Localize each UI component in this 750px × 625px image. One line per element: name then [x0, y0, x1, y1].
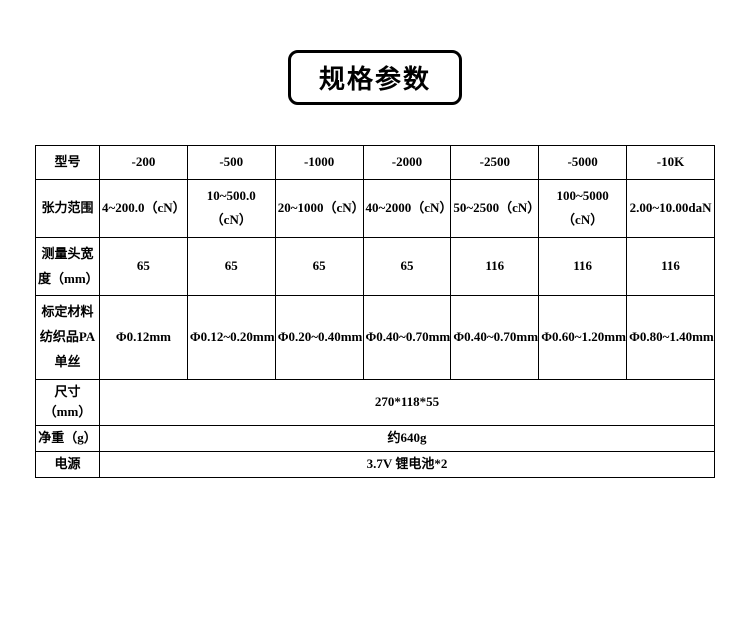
cell-hw-5: 116 [539, 238, 627, 296]
cell-mat-0: Φ0.12mm [100, 296, 188, 379]
cell-range-0: 4~200.0（cN） [100, 179, 188, 237]
cell-mat-5: Φ0.60~1.20mm [539, 296, 627, 379]
cell-weight: 约640g [100, 426, 715, 452]
cell-model-5: -5000 [539, 146, 627, 180]
cell-range-3: 40~2000（cN） [363, 179, 451, 237]
hdr-material: 标定材料 纺织品PA 单丝 [36, 296, 100, 379]
cell-mat-2: Φ0.20~0.40mm [275, 296, 363, 379]
row-headwidth: 测量头宽度（mm） 65 65 65 65 116 116 116 [36, 238, 715, 296]
cell-hw-6: 116 [627, 238, 715, 296]
hdr-range: 张力范围 [36, 179, 100, 237]
hdr-size: 尺寸（mm） [36, 379, 100, 426]
hdr-headwidth: 测量头宽度（mm） [36, 238, 100, 296]
row-power: 电源 3.7V 锂电池*2 [36, 451, 715, 477]
cell-mat-4: Φ0.40~0.70mm [451, 296, 539, 379]
page-title: 规格参数 [319, 65, 431, 94]
cell-hw-3: 65 [363, 238, 451, 296]
cell-range-2: 20~1000（cN） [275, 179, 363, 237]
cell-hw-4: 116 [451, 238, 539, 296]
row-material: 标定材料 纺织品PA 单丝 Φ0.12mm Φ0.12~0.20mm Φ0.20… [36, 296, 715, 379]
cell-model-3: -2000 [363, 146, 451, 180]
row-model: 型号 -200 -500 -1000 -2000 -2500 -5000 -10… [36, 146, 715, 180]
cell-hw-2: 65 [275, 238, 363, 296]
row-weight: 净重（g） 约640g [36, 426, 715, 452]
spec-table: 型号 -200 -500 -1000 -2000 -2500 -5000 -10… [35, 145, 715, 478]
cell-model-4: -2500 [451, 146, 539, 180]
cell-hw-0: 65 [100, 238, 188, 296]
cell-mat-3: Φ0.40~0.70mm [363, 296, 451, 379]
cell-range-4: 50~2500（cN） [451, 179, 539, 237]
hdr-power: 电源 [36, 451, 100, 477]
cell-model-2: -1000 [275, 146, 363, 180]
row-range: 张力范围 4~200.0（cN） 10~500.0（cN） 20~1000（cN… [36, 179, 715, 237]
cell-mat-6: Φ0.80~1.40mm [627, 296, 715, 379]
spec-page: 规格参数 型号 -200 -500 -1000 -2000 -2500 -500… [0, 0, 750, 498]
cell-power: 3.7V 锂电池*2 [100, 451, 715, 477]
row-size: 尺寸（mm） 270*118*55 [36, 379, 715, 426]
hdr-model: 型号 [36, 146, 100, 180]
title-wrap: 规格参数 [35, 50, 715, 145]
cell-range-5: 100~5000（cN） [539, 179, 627, 237]
cell-hw-1: 65 [187, 238, 275, 296]
cell-model-6: -10K [627, 146, 715, 180]
hdr-weight: 净重（g） [36, 426, 100, 452]
cell-size: 270*118*55 [100, 379, 715, 426]
cell-mat-1: Φ0.12~0.20mm [187, 296, 275, 379]
cell-range-1: 10~500.0（cN） [187, 179, 275, 237]
title-box: 规格参数 [288, 50, 462, 105]
cell-model-1: -500 [187, 146, 275, 180]
cell-range-6: 2.00~10.00daN [627, 179, 715, 237]
cell-model-0: -200 [100, 146, 188, 180]
